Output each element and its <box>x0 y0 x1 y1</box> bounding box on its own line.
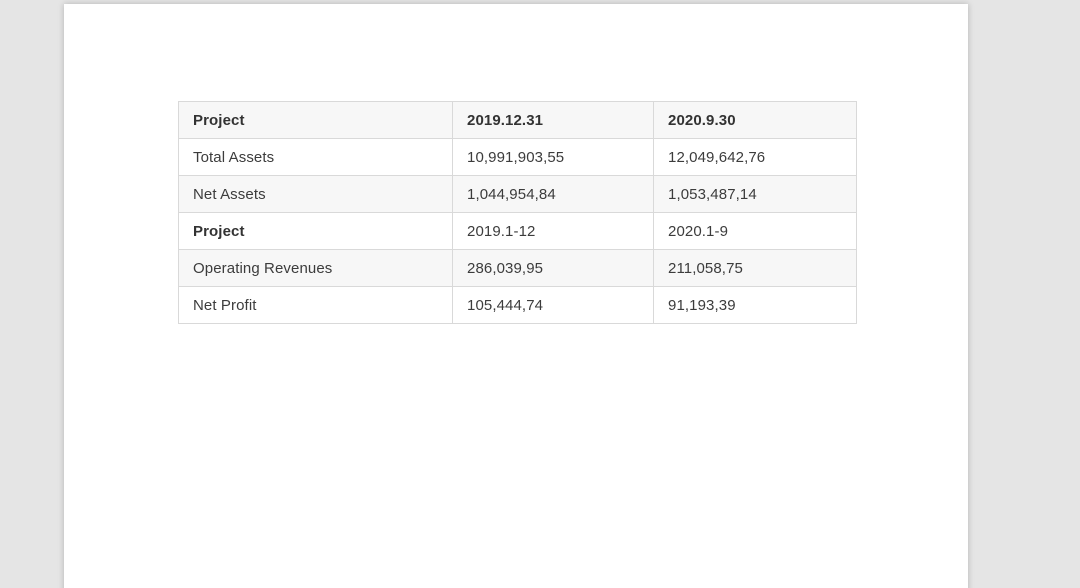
cell-value-2020: 91,193,39 <box>653 286 857 324</box>
cell-value-2019: 1,044,954,84 <box>452 175 654 213</box>
table-row-total-assets: Total Assets 10,991,903,55 12,049,642,76 <box>178 138 857 176</box>
header-cell-period-2020: 2020.9.30 <box>653 101 857 139</box>
table-row-net-assets: Net Assets 1,044,954,84 1,053,487,14 <box>178 175 857 213</box>
cell-value-2020: 12,049,642,76 <box>653 138 857 176</box>
table-row-operating-revenues: Operating Revenues 286,039,95 211,058,75 <box>178 249 857 287</box>
row-label: Project <box>178 212 453 250</box>
row-label: Operating Revenues <box>178 249 453 287</box>
cell-value-2020: 1,053,487,14 <box>653 175 857 213</box>
cell-value-2019: 286,039,95 <box>452 249 654 287</box>
cell-value-2020: 211,058,75 <box>653 249 857 287</box>
header-cell-project: Project <box>178 101 453 139</box>
row-label: Total Assets <box>178 138 453 176</box>
header-cell-period-2019: 2019.12.31 <box>452 101 654 139</box>
table-row-project-period: Project 2019.1-12 2020.1-9 <box>178 212 857 250</box>
cell-value-2020: 2020.1-9 <box>653 212 857 250</box>
cell-value-2019: 105,444,74 <box>452 286 654 324</box>
financial-table: Project 2019.12.31 2020.9.30 Total Asset… <box>178 101 857 324</box>
cell-value-2019: 10,991,903,55 <box>452 138 654 176</box>
table-header-row: Project 2019.12.31 2020.9.30 <box>178 101 857 139</box>
table-row-net-profit: Net Profit 105,444,74 91,193,39 <box>178 286 857 324</box>
row-label: Net Profit <box>178 286 453 324</box>
cell-value-2019: 2019.1-12 <box>452 212 654 250</box>
row-label: Net Assets <box>178 175 453 213</box>
document-page: Project 2019.12.31 2020.9.30 Total Asset… <box>64 4 968 588</box>
